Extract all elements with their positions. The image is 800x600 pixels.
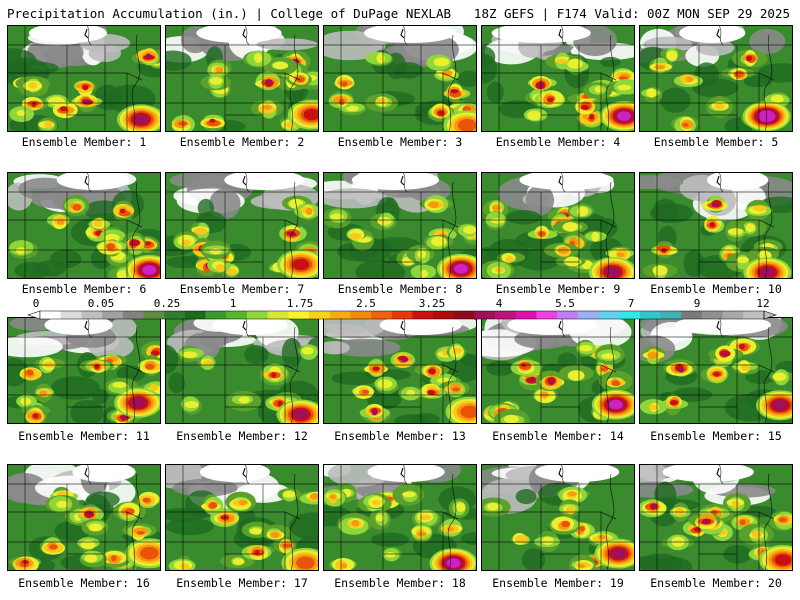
ensemble-member-map-5 xyxy=(639,25,793,132)
legend-color-box xyxy=(350,311,372,319)
ensemble-member-label: Ensemble Member: 4 xyxy=(495,135,621,149)
legend-color-box xyxy=(453,311,475,319)
legend-color-box xyxy=(81,311,103,319)
legend-color-box xyxy=(370,311,392,319)
legend-color-box xyxy=(267,311,289,319)
legend-tick-label: 0.05 xyxy=(87,297,115,310)
legend-tick-label: 1.75 xyxy=(286,297,314,310)
ensemble-member-map-7 xyxy=(165,172,319,279)
legend-tick-label: 9 xyxy=(693,297,701,310)
legend-color-box xyxy=(288,311,310,319)
map-title: Precipitation Accumulation (in.) | Colle… xyxy=(7,6,452,21)
ensemble-member-label: Ensemble Member: 8 xyxy=(337,282,463,296)
ensemble-member-label: Ensemble Member: 7 xyxy=(179,282,305,296)
legend-tick-label: 3.25 xyxy=(418,297,446,310)
legend-color-box xyxy=(226,311,248,319)
ensemble-member-label: Ensemble Member: 10 xyxy=(650,282,782,296)
ensemble-member-map-3 xyxy=(323,25,477,132)
ensemble-member-label: Ensemble Member: 18 xyxy=(334,576,466,590)
legend-color-box xyxy=(515,311,537,319)
ensemble-member-label: Ensemble Member: 19 xyxy=(492,576,624,590)
legend-color-box xyxy=(639,311,661,319)
legend-color-box xyxy=(60,311,82,319)
ensemble-member-label: Ensemble Member: 13 xyxy=(334,429,466,443)
ensemble-member-label: Ensemble Member: 15 xyxy=(650,429,782,443)
ensemble-member-label: Ensemble Member: 2 xyxy=(179,135,305,149)
ensemble-member-map-20 xyxy=(639,464,793,571)
ensemble-member-map-9 xyxy=(481,172,635,279)
legend-color-box xyxy=(122,311,144,319)
ensemble-member-label: Ensemble Member: 1 xyxy=(21,135,147,149)
legend-color-box xyxy=(329,311,351,319)
ensemble-member-label: Ensemble Member: 11 xyxy=(18,429,150,443)
ensemble-member-map-6 xyxy=(7,172,161,279)
ensemble-member-label: Ensemble Member: 17 xyxy=(176,576,308,590)
legend-color-box xyxy=(433,311,455,319)
legend-high-arrow xyxy=(763,310,777,320)
ensemble-member-label: Ensemble Member: 3 xyxy=(337,135,463,149)
legend-tick-label: 1 xyxy=(229,297,237,310)
ensemble-member-label: Ensemble Member: 6 xyxy=(21,282,147,296)
legend-color-box xyxy=(557,311,579,319)
ensemble-member-map-10 xyxy=(639,172,793,279)
precip-color-legend xyxy=(27,310,777,320)
legend-color-box xyxy=(598,311,620,319)
legend-color-box xyxy=(660,311,682,319)
legend-color-box xyxy=(536,311,558,319)
legend-color-box xyxy=(577,311,599,319)
legend-color-box xyxy=(205,311,227,319)
legend-tick-label: 7 xyxy=(627,297,635,310)
legend-tick-label: 4 xyxy=(495,297,503,310)
ensemble-member-map-15 xyxy=(639,317,793,424)
legend-color-box xyxy=(701,311,723,319)
legend-tick-label: 0.25 xyxy=(153,297,181,310)
legend-color-box xyxy=(391,311,413,319)
ensemble-member-map-13 xyxy=(323,317,477,424)
ensemble-member-label: Ensemble Member: 9 xyxy=(495,282,621,296)
ensemble-member-map-18 xyxy=(323,464,477,571)
ensemble-member-map-17 xyxy=(165,464,319,571)
ensemble-member-label: Ensemble Member: 5 xyxy=(653,135,779,149)
ensemble-member-map-8 xyxy=(323,172,477,279)
legend-color-box xyxy=(164,311,186,319)
legend-color-box xyxy=(722,311,744,319)
legend-color-box xyxy=(412,311,434,319)
legend-color-box xyxy=(184,311,206,319)
legend-color-box xyxy=(102,311,124,319)
ensemble-member-map-1 xyxy=(7,25,161,132)
ensemble-member-label: Ensemble Member: 16 xyxy=(18,576,150,590)
legend-color-box xyxy=(246,311,268,319)
ensemble-member-map-2 xyxy=(165,25,319,132)
legend-tick-label: 12 xyxy=(756,297,770,310)
legend-color-box xyxy=(495,311,517,319)
legend-tick-label: 2.5 xyxy=(356,297,376,310)
ensemble-member-label: Ensemble Member: 12 xyxy=(176,429,308,443)
legend-color-box xyxy=(619,311,641,319)
ensemble-member-label: Ensemble Member: 14 xyxy=(492,429,624,443)
legend-color-box xyxy=(308,311,330,319)
legend-tick-label: 0 xyxy=(32,297,40,310)
ensemble-member-map-14 xyxy=(481,317,635,424)
ensemble-member-map-11 xyxy=(7,317,161,424)
ensemble-member-label: Ensemble Member: 20 xyxy=(650,576,782,590)
model-run-info: 18Z GEFS | F174 Valid: 00Z MON SEP 29 20… xyxy=(473,6,790,21)
legend-tick-label: 5.5 xyxy=(555,297,575,310)
legend-color-box xyxy=(474,311,496,319)
ensemble-member-map-12 xyxy=(165,317,319,424)
ensemble-member-map-16 xyxy=(7,464,161,571)
legend-color-box xyxy=(40,311,61,319)
ensemble-member-map-4 xyxy=(481,25,635,132)
legend-color-box xyxy=(681,311,703,319)
legend-low-arrow xyxy=(27,310,41,320)
legend-color-box xyxy=(743,311,765,319)
ensemble-member-map-19 xyxy=(481,464,635,571)
legend-color-box xyxy=(143,311,165,319)
